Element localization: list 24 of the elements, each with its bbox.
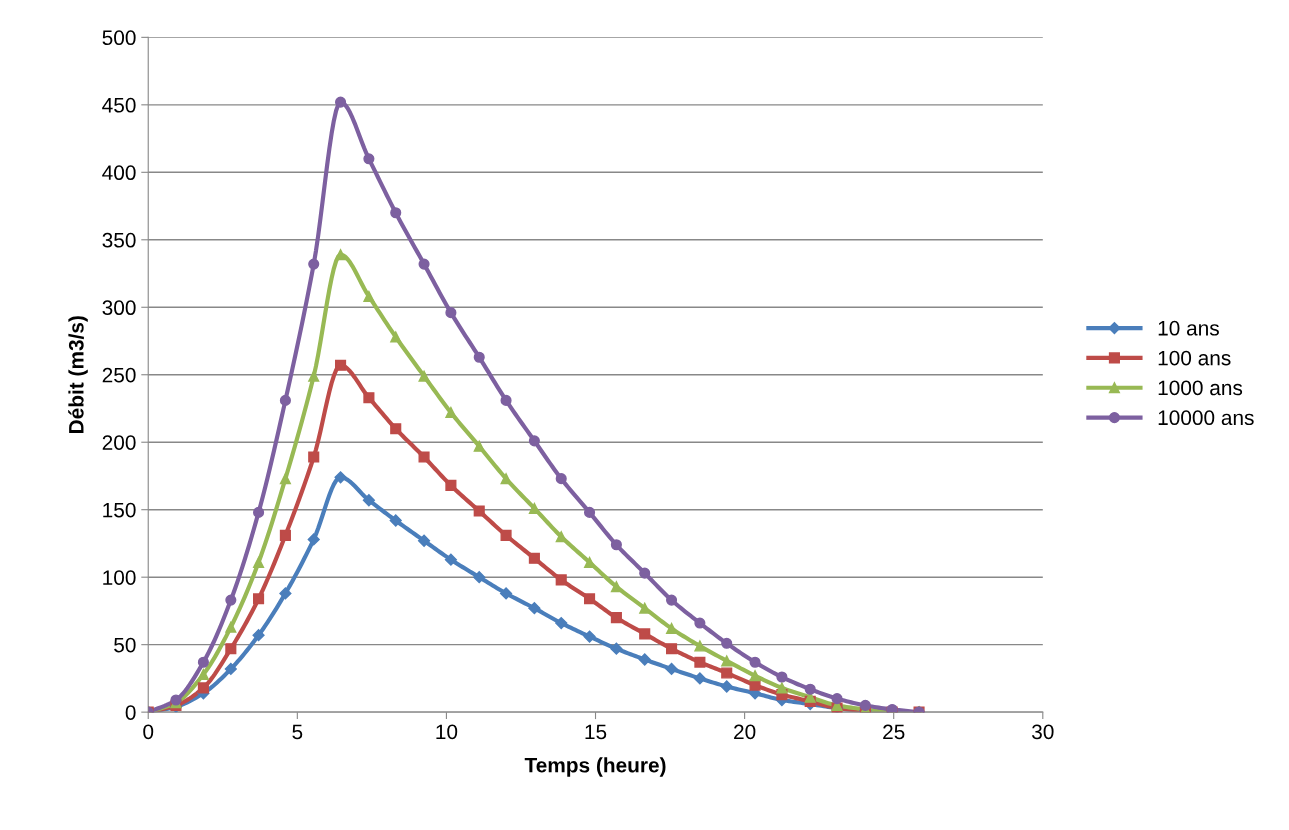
y-tick-label: 50 (114, 637, 136, 653)
x-tick-label: 5 (292, 724, 303, 740)
x-tick-label: 25 (883, 724, 905, 740)
y-tick-label: 150 (103, 502, 136, 518)
y-tick-label: 250 (102, 367, 136, 383)
x-tick-label: 10 (436, 724, 458, 740)
legend-label: 100 ans (1158, 350, 1231, 366)
y-tick-label: 450 (102, 97, 136, 113)
y-tick-label: 200 (102, 435, 136, 450)
x-tick-label: 15 (585, 724, 607, 740)
x-tick-label: 20 (734, 724, 756, 740)
y-tick-label: 350 (102, 232, 136, 248)
x-tick-label: 0 (143, 724, 154, 740)
y-tick-label: 500 (102, 30, 136, 46)
y-tick-label: 100 (103, 570, 136, 585)
x-tick-label: 30 (1032, 724, 1054, 740)
y-tick-label: 400 (102, 165, 136, 181)
legend-label: 1000 ans (1158, 380, 1243, 396)
y-tick-label: 0 (125, 705, 136, 720)
y-tick-label: 300 (102, 300, 136, 316)
legend-label: 10 ans (1158, 320, 1219, 336)
y-axis-title: Débit (m3/s) (68, 316, 88, 433)
x-axis-title: Temps (heure) (524, 757, 666, 777)
legend-label: 10000 ans (1158, 410, 1254, 426)
